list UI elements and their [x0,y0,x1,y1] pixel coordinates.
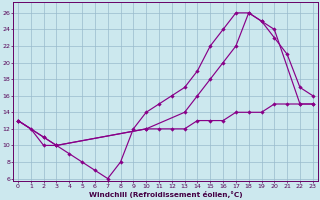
X-axis label: Windchill (Refroidissement éolien,°C): Windchill (Refroidissement éolien,°C) [89,191,242,198]
